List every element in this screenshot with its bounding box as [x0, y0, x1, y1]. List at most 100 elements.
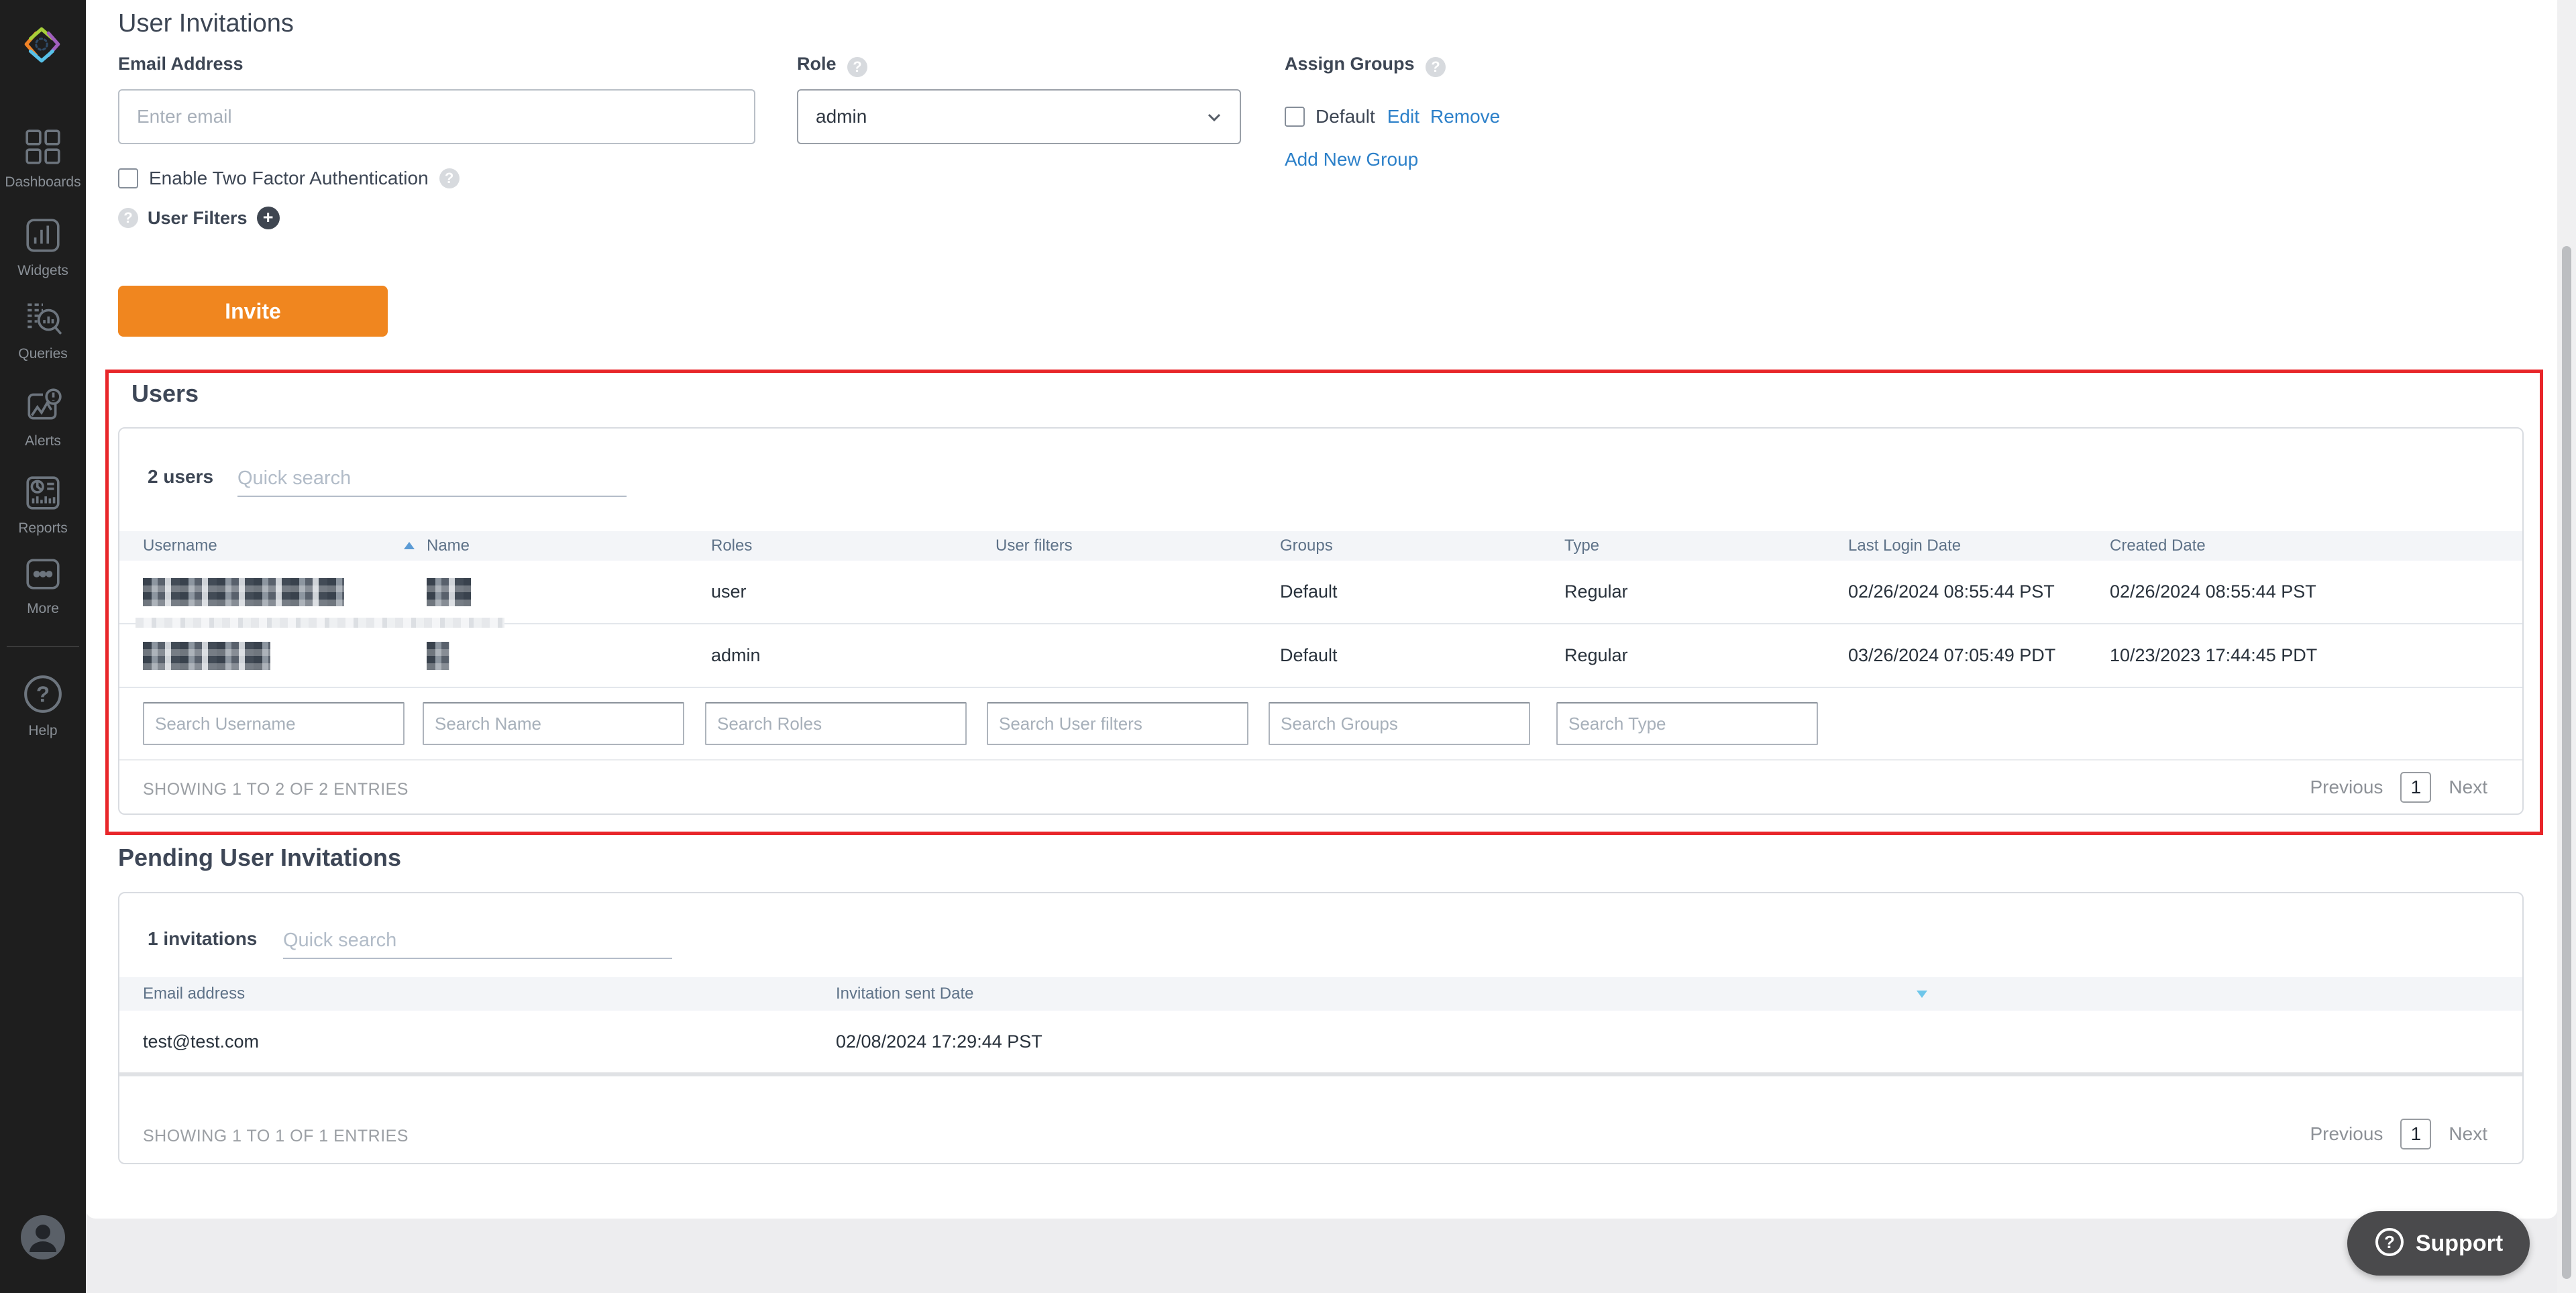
previous-button[interactable]: Previous — [2310, 1123, 2383, 1144]
pending-count: 1 invitations — [148, 928, 258, 949]
help-icon: ? — [0, 673, 86, 715]
table-row[interactable]: user Default Regular 02/26/2024 08:55:44… — [119, 561, 2522, 624]
two-factor-checkbox[interactable] — [118, 168, 138, 188]
username-redacted — [143, 561, 344, 623]
pending-section-title: Pending User Invitations — [118, 844, 402, 871]
next-button[interactable]: Next — [2449, 1123, 2487, 1144]
sidebar-item-label: Queries — [18, 346, 68, 361]
col-name[interactable]: Name — [427, 537, 470, 555]
sidebar-item-queries[interactable]: Queries — [0, 299, 86, 362]
add-user-filter-icon[interactable]: + — [256, 207, 280, 229]
two-factor-help-icon[interactable]: ? — [439, 168, 460, 188]
email-redacted-strip — [136, 618, 504, 628]
user-filters-row: ? User Filters + — [118, 207, 280, 229]
page-title: User Invitations — [118, 9, 294, 38]
sidebar-item-dashboards[interactable]: Dashboards — [0, 127, 86, 190]
queries-icon — [0, 299, 86, 338]
sort-desc-icon[interactable] — [1917, 991, 1927, 998]
scrollbar-track[interactable] — [2557, 0, 2576, 1293]
remove-group-link[interactable]: Remove — [1430, 106, 1501, 127]
sidebar-item-alerts[interactable]: Alerts — [0, 386, 86, 449]
table-row[interactable]: admin Default Regular 03/26/2024 07:05:4… — [119, 624, 2522, 688]
role-label: Role — [797, 54, 837, 74]
col-roles[interactable]: Roles — [711, 537, 753, 555]
divider — [119, 759, 2522, 761]
cell-groups: Default — [1280, 581, 1338, 602]
assign-groups-help-icon[interactable]: ? — [1425, 56, 1446, 77]
assign-groups-label-row: Assign Groups ? — [1285, 54, 1446, 77]
cell-type: Regular — [1564, 645, 1628, 665]
email-label: Email Address — [118, 54, 244, 74]
filter-user-filters-input[interactable] — [987, 702, 1248, 745]
users-section-title: Users — [131, 380, 199, 407]
col-email-address[interactable]: Email address — [143, 985, 246, 1003]
role-help-icon[interactable]: ? — [847, 56, 867, 77]
col-created[interactable]: Created Date — [2110, 537, 2206, 555]
sidebar-item-help[interactable]: ? Help — [0, 673, 86, 739]
sidebar-item-label: Help — [28, 723, 58, 738]
svg-text:?: ? — [2384, 1232, 2395, 1252]
scrollbar-thumb[interactable] — [2562, 246, 2571, 1279]
col-type[interactable]: Type — [1564, 537, 1600, 555]
invite-button[interactable]: Invite — [118, 286, 388, 337]
page-number[interactable]: 1 — [2400, 1119, 2432, 1149]
chevron-down-icon — [1206, 106, 1222, 127]
role-select[interactable]: admin — [797, 89, 1241, 144]
cell-last-login: 03/26/2024 07:05:49 PDT — [1848, 645, 2056, 665]
user-filters-label: User Filters — [148, 207, 248, 228]
pending-panel: 1 invitations Email address Invitation s… — [118, 892, 2524, 1164]
pending-pagination: Previous 1 Next — [2310, 1119, 2487, 1149]
filter-roles-input[interactable] — [705, 702, 967, 745]
sidebar-item-more[interactable]: More — [0, 554, 86, 617]
cell-last-login: 02/26/2024 08:55:44 PST — [1848, 581, 2055, 602]
filter-name-input[interactable] — [423, 702, 684, 745]
main-content: User Invitations Email Address Role ? ad… — [86, 0, 2557, 1219]
cell-roles: user — [711, 581, 747, 602]
email-input[interactable] — [118, 89, 755, 144]
sort-asc-icon[interactable] — [404, 542, 415, 549]
cell-created: 02/26/2024 08:55:44 PST — [2110, 581, 2316, 602]
sidebar-item-widgets[interactable]: Widgets — [0, 216, 86, 279]
users-quick-search-input[interactable] — [237, 461, 627, 497]
cell-groups: Default — [1280, 645, 1338, 665]
app-logo-icon[interactable] — [20, 23, 64, 70]
col-last-login[interactable]: Last Login Date — [1848, 537, 1962, 555]
filter-groups-input[interactable] — [1269, 702, 1530, 745]
col-invitation-sent[interactable]: Invitation sent Date — [836, 985, 974, 1003]
pending-quick-search-input[interactable] — [283, 923, 672, 959]
col-username[interactable]: Username — [143, 537, 217, 555]
cell-email: test@test.com — [143, 1031, 259, 1052]
two-factor-label: Enable Two Factor Authentication — [149, 168, 429, 188]
previous-button[interactable]: Previous — [2310, 777, 2383, 797]
default-group-row: Default Edit Remove — [1285, 106, 1500, 127]
sidebar-item-reports[interactable]: Reports — [0, 473, 86, 537]
col-groups[interactable]: Groups — [1280, 537, 1333, 555]
support-button[interactable]: ? Support — [2347, 1211, 2530, 1276]
role-label-row: Role ? — [797, 54, 867, 77]
users-count: 2 users — [148, 466, 214, 487]
dashboards-icon — [0, 127, 86, 166]
sidebar-item-label: Reports — [18, 520, 68, 536]
sidebar-divider — [7, 646, 79, 647]
col-user-filters[interactable]: User filters — [996, 537, 1073, 555]
username-redacted — [143, 624, 270, 687]
filter-type-input[interactable] — [1556, 702, 1818, 745]
edit-group-link[interactable]: Edit — [1387, 106, 1419, 127]
page-number[interactable]: 1 — [2400, 772, 2432, 803]
user-avatar[interactable] — [20, 1215, 66, 1260]
cell-sent-date: 02/08/2024 17:29:44 PST — [836, 1031, 1042, 1052]
default-group-label: Default — [1316, 106, 1375, 127]
more-icon — [0, 554, 86, 593]
next-button[interactable]: Next — [2449, 777, 2487, 797]
user-filters-help-icon[interactable]: ? — [118, 208, 138, 228]
svg-text:?: ? — [36, 682, 50, 707]
pending-table-header: Email address Invitation sent Date — [119, 977, 2522, 1011]
reports-icon — [0, 473, 86, 512]
filter-username-input[interactable] — [143, 702, 405, 745]
name-redacted — [427, 561, 471, 623]
table-row[interactable]: test@test.com 02/08/2024 17:29:44 PST — [119, 1011, 2522, 1076]
add-new-group-link[interactable]: Add New Group — [1285, 149, 1419, 170]
cell-created: 10/23/2023 17:44:45 PDT — [2110, 645, 2318, 665]
widgets-icon — [0, 216, 86, 255]
default-group-checkbox[interactable] — [1285, 107, 1305, 127]
